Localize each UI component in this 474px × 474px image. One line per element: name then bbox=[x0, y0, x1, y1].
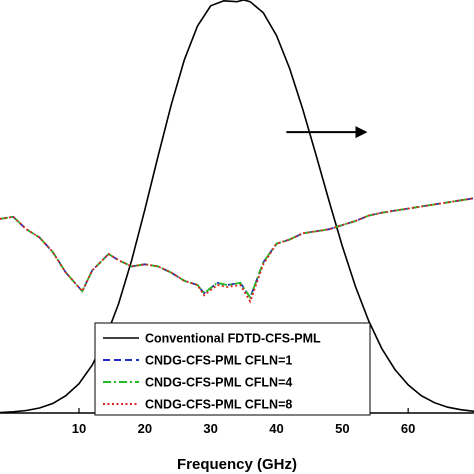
x-tick-label: 20 bbox=[138, 421, 152, 436]
right-arrow-icon bbox=[355, 126, 368, 139]
legend-entry-2: CNDG-CFS-PML CFLN=1 bbox=[145, 354, 292, 368]
x-tick-label: 50 bbox=[335, 421, 349, 436]
legend-entry-1: Conventional FDTD-CFS-PML bbox=[145, 332, 321, 346]
legend-entry-4: CNDG-CFS-PML CFLN=8 bbox=[145, 398, 292, 412]
series-line-4 bbox=[0, 197, 474, 304]
x-tick-label: 60 bbox=[401, 421, 415, 436]
series-layer bbox=[0, 0, 474, 414]
legend-box bbox=[94, 322, 371, 416]
x-axis-title: Frequency (GHz) bbox=[177, 456, 297, 473]
x-tick-label: 10 bbox=[72, 421, 86, 436]
x-tick-label: 30 bbox=[203, 421, 217, 436]
axis-layer: 10 20 30 40 50 60 bbox=[0, 126, 474, 436]
legend-entry-3: CNDG-CFS-PML CFLN=4 bbox=[145, 376, 292, 390]
series-line-1 bbox=[0, 0, 474, 414]
legend: Conventional FDTD-CFS-PML CNDG-CFS-PML CF… bbox=[94, 322, 371, 416]
series-line-3 bbox=[0, 197, 474, 300]
x-tick-label: 40 bbox=[269, 421, 283, 436]
